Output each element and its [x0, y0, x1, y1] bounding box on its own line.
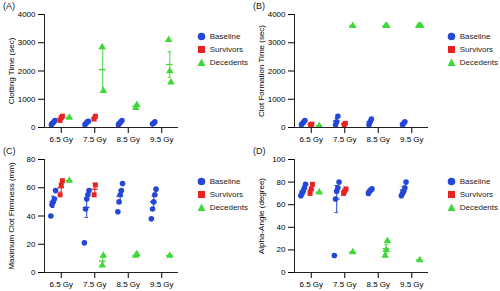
svg-text:9.5 Gy: 9.5 Gy [150, 135, 174, 144]
svg-text:8.5 Gy: 8.5 Gy [366, 135, 390, 144]
svg-text:20: 20 [27, 240, 36, 249]
html-text:Baseline: Baseline [209, 177, 241, 186]
html-text:Decedents: Decedents [459, 58, 498, 67]
svg-text:1000: 1000 [18, 95, 36, 104]
html-text:Survivors: Survivors [209, 45, 244, 54]
svg-text:7.5 Gy: 7.5 Gy [83, 135, 107, 144]
html-text:Decedents: Decedents [209, 58, 248, 67]
html-text:Baseline: Baseline [459, 177, 491, 186]
svg-text:0: 0 [31, 268, 36, 277]
svg-text:6.5 Gy: 6.5 Gy [299, 135, 323, 144]
svg-text:6.5 Gy: 6.5 Gy [49, 280, 73, 289]
svg-text:80: 80 [27, 155, 36, 164]
svg-text:2000: 2000 [268, 67, 286, 76]
svg-text:9.5 Gy: 9.5 Gy [150, 280, 174, 289]
html-text:Survivors: Survivors [459, 190, 494, 199]
svg-text:0: 0 [281, 268, 286, 277]
svg-text:6.5 Gy: 6.5 Gy [299, 280, 323, 289]
svg-text:3000: 3000 [18, 38, 36, 47]
html-text:Decedents: Decedents [209, 203, 248, 212]
html-text:Baseline: Baseline [209, 32, 241, 41]
svg-text:4000: 4000 [18, 10, 36, 19]
svg-text:8.5 Gy: 8.5 Gy [116, 280, 140, 289]
svg-text:60: 60 [277, 200, 286, 209]
svg-text:20: 20 [277, 245, 286, 254]
svg-text:60: 60 [27, 183, 36, 192]
svg-text:7.5 Gy: 7.5 Gy [83, 280, 107, 289]
svg-text:7.5 Gy: 7.5 Gy [333, 280, 357, 289]
html-text:Survivors: Survivors [209, 190, 244, 199]
html-text:Survivors: Survivors [459, 45, 494, 54]
svg-text:40: 40 [27, 212, 36, 221]
svg-text:40: 40 [277, 223, 286, 232]
svg-text:Maximum Clot Firmness (mm): Maximum Clot Firmness (mm) [7, 162, 16, 269]
svg-text:1000: 1000 [268, 95, 286, 104]
svg-text:4000: 4000 [268, 10, 286, 19]
html-text:(B): (B) [253, 1, 265, 11]
svg-text:9.5 Gy: 9.5 Gy [400, 135, 424, 144]
svg-text:Clotting Time (sec): Clotting Time (sec) [7, 37, 16, 104]
html-text:(A): (A) [3, 1, 15, 11]
svg-text:100: 100 [272, 155, 286, 164]
svg-text:7.5 Gy: 7.5 Gy [333, 135, 357, 144]
svg-text:80: 80 [277, 178, 286, 187]
svg-text:3000: 3000 [268, 38, 286, 47]
html-text:Baseline: Baseline [459, 32, 491, 41]
svg-text:0: 0 [31, 123, 36, 132]
svg-text:0: 0 [281, 123, 286, 132]
svg-text:2000: 2000 [18, 67, 36, 76]
svg-text:6.5 Gy: 6.5 Gy [49, 135, 73, 144]
svg-text:8.5 Gy: 8.5 Gy [366, 280, 390, 289]
svg-text:Alpha-Angle (degree): Alpha-Angle (degree) [257, 178, 266, 254]
html-text:(D): (D) [253, 146, 266, 156]
svg-text:8.5 Gy: 8.5 Gy [116, 135, 140, 144]
svg-text:Clot Formation Time (sec): Clot Formation Time (sec) [257, 25, 266, 117]
svg-text:9.5 Gy: 9.5 Gy [400, 280, 424, 289]
html-text:(C): (C) [3, 146, 16, 156]
html-text:Decedents: Decedents [459, 203, 498, 212]
